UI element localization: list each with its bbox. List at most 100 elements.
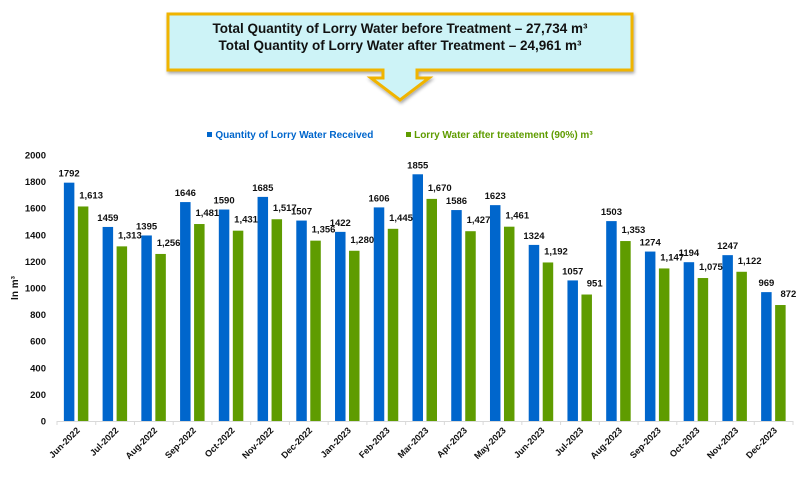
- x-tick-label: Aug-2022: [124, 425, 160, 461]
- bar-treated: [426, 198, 437, 421]
- data-label-treated: 1,256: [157, 238, 181, 249]
- bar-treated: [658, 268, 670, 421]
- y-tick-label: 200: [30, 390, 46, 401]
- data-label-treated: 1,431: [234, 215, 258, 226]
- bar-received: [335, 231, 346, 421]
- legend-label-treated: Lorry Water after treatement (90%) m³: [414, 130, 593, 141]
- legend-item-received: Quantity of Lorry Water Received: [207, 130, 373, 141]
- bar-received: [451, 210, 462, 421]
- data-label-received: 1507: [291, 207, 312, 218]
- bar-treated: [775, 305, 786, 421]
- data-label-received: 1590: [213, 196, 234, 207]
- y-tick-label: 400: [30, 363, 46, 374]
- x-tick-label: Jan-2023: [319, 425, 353, 459]
- y-tick-label: 600: [30, 337, 46, 348]
- bar-treated: [581, 294, 592, 421]
- callout-line-before: Total Quantity of Lorry Water before Tre…: [212, 21, 588, 36]
- bar-treated: [697, 278, 709, 421]
- data-label-received: 969: [758, 278, 774, 289]
- data-label-treated: 1,280: [350, 235, 374, 246]
- summary-callout: [166, 12, 634, 102]
- y-tick-label: 800: [30, 310, 46, 321]
- data-label-received: 1324: [523, 231, 545, 242]
- callout-arrow-box: [166, 12, 634, 102]
- y-tick-label: 1600: [25, 204, 46, 215]
- bar-received: [63, 182, 75, 421]
- callout-line-after: Total Quantity of Lorry Water after Trea…: [218, 38, 582, 53]
- x-tick-label: Dec-2023: [744, 425, 779, 460]
- data-label-treated: 1,427: [467, 215, 491, 226]
- data-label-received: 1646: [175, 188, 196, 199]
- bar-received: [567, 280, 578, 421]
- x-tick-label: May-2023: [472, 425, 508, 461]
- bar-treated: [271, 219, 283, 421]
- bar-received: [218, 209, 230, 421]
- data-label-received: 1623: [485, 191, 506, 202]
- data-label-treated: 1,517: [273, 203, 297, 214]
- x-tick-label: Jul-2023: [553, 425, 586, 458]
- data-label-received: 1194: [679, 248, 700, 259]
- data-label-treated: 872: [780, 289, 796, 300]
- legend-swatch-treated: [406, 131, 412, 137]
- data-label-received: 1422: [330, 218, 351, 229]
- legend-swatch-received: [207, 131, 213, 137]
- bar-treated: [503, 226, 515, 421]
- data-label-treated: 1,122: [738, 256, 762, 267]
- x-tick-label: Nov-2022: [240, 425, 275, 460]
- y-tick-label: 1400: [25, 230, 46, 241]
- data-label-treated: 1,313: [118, 230, 142, 241]
- x-tick-label: Oct-2022: [203, 425, 237, 459]
- bar-treated: [77, 206, 89, 421]
- data-label-treated: 951: [587, 279, 604, 290]
- data-label-treated: 1,670: [428, 183, 452, 194]
- data-label-received: 1459: [97, 213, 118, 224]
- y-tick-label: 1200: [25, 257, 46, 268]
- data-label-treated: 1,461: [505, 211, 529, 222]
- x-tick-label: Dec-2022: [279, 425, 314, 460]
- bar-received: [141, 235, 152, 421]
- bar-treated: [155, 253, 166, 421]
- bar-received: [257, 196, 269, 421]
- x-tick-label: Jun-2023: [512, 425, 547, 460]
- bar-treated: [542, 262, 554, 421]
- bar-treated: [736, 271, 747, 421]
- y-axis-label: In m³: [10, 275, 21, 300]
- bar-received: [528, 244, 540, 421]
- bar-received: [102, 226, 114, 421]
- x-tick-label: Feb-2023: [357, 425, 392, 460]
- bar-treated: [310, 240, 321, 421]
- bar-received: [489, 205, 501, 421]
- x-tick-label: Sep-2022: [163, 425, 198, 460]
- y-tick-label: 1800: [25, 177, 46, 188]
- x-tick-label: Sep-2023: [628, 425, 663, 460]
- bar-treated: [465, 231, 476, 421]
- bars: [63, 174, 786, 421]
- bar-treated: [194, 224, 205, 421]
- bar-received: [761, 292, 772, 421]
- y-tick-label: 1000: [25, 284, 46, 295]
- data-label-treated: 1,075: [699, 262, 723, 273]
- x-tick-label: Jul-2022: [88, 425, 121, 458]
- x-tick-label: Oct-2023: [668, 425, 702, 459]
- bar-received: [412, 174, 423, 421]
- x-tick-label: Apr-2023: [435, 425, 469, 459]
- bar-treated: [620, 241, 631, 421]
- data-label-received: 1792: [59, 169, 80, 180]
- data-label-received: 1057: [562, 266, 583, 277]
- data-label-received: 1685: [252, 183, 274, 194]
- y-tick-label: 0: [41, 417, 46, 428]
- x-tick-label: Jun-2022: [47, 425, 82, 460]
- bar-treated: [387, 228, 399, 421]
- bar-received: [296, 220, 307, 421]
- data-label-received: 1586: [446, 196, 467, 207]
- x-tick-label: Nov-2023: [705, 425, 740, 460]
- x-axis: Jun-2022 Jul-2022 Aug-2022 Sep-2022 Oct-2022…: [47, 421, 794, 461]
- data-label-received: 1855: [407, 160, 429, 171]
- data-label-treated: 1,353: [622, 225, 646, 236]
- data-label-received: 1247: [717, 241, 738, 252]
- bar-received: [722, 255, 733, 421]
- data-label-treated: 1,356: [312, 225, 336, 236]
- data-label-received: 1503: [601, 207, 622, 218]
- x-tick-label: Mar-2023: [396, 425, 431, 460]
